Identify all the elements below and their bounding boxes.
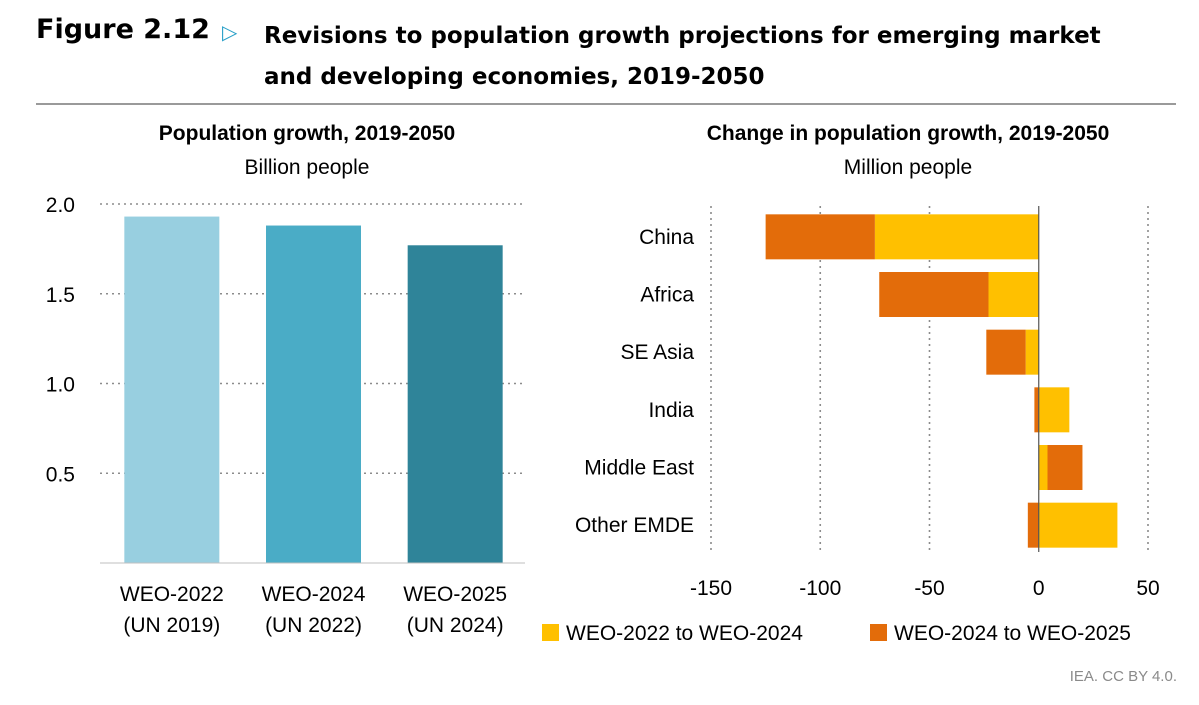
category-label: Middle East xyxy=(584,457,694,480)
bar-segment xyxy=(765,214,875,260)
bar xyxy=(407,245,503,563)
category-label: Africa xyxy=(640,284,694,307)
legend-swatch xyxy=(870,624,887,641)
x-tick-label: WEO-2024 xyxy=(262,583,366,606)
x-tick-label: WEO-2025 xyxy=(403,583,507,606)
figure-label: Figure 2.12 xyxy=(36,14,210,45)
bar-segment xyxy=(1025,329,1039,375)
category-label: SE Asia xyxy=(620,341,694,364)
left-chart-subtitle: Billion people xyxy=(245,156,370,179)
bar-segment xyxy=(1038,502,1118,548)
population-change-chart: Change in population growth, 2019-2050 Mi… xyxy=(542,122,1160,645)
x-tick-sublabel: (UN 2019) xyxy=(123,614,220,637)
y-tick-label: 1.5 xyxy=(46,284,75,307)
figure-title: Revisions to population growth projectio… xyxy=(264,23,1101,90)
y-tick-label: 2.0 xyxy=(46,194,75,217)
x-tick-label: WEO-2022 xyxy=(120,583,224,606)
bar-segment xyxy=(1038,387,1070,433)
category-label: Other EMDE xyxy=(575,514,694,537)
bar-segment xyxy=(988,272,1039,317)
triangle-right-icon: ▷ xyxy=(222,20,238,44)
bar-segment xyxy=(1047,445,1083,490)
population-growth-chart: Population growth, 2019-2050 Billion peop… xyxy=(46,122,525,637)
right-chart-subtitle: Million people xyxy=(844,156,972,179)
x-tick-label: -150 xyxy=(690,577,732,600)
category-label: China xyxy=(639,226,694,249)
legend-swatch xyxy=(542,624,559,641)
x-tick-label: 50 xyxy=(1136,577,1159,600)
header-divider xyxy=(36,103,1176,105)
x-tick-label: -50 xyxy=(914,577,944,600)
x-tick-sublabel: (UN 2022) xyxy=(265,614,362,637)
legend-label: WEO-2024 to WEO-2025 xyxy=(894,622,1131,645)
credit-text: IEA. CC BY 4.0. xyxy=(1069,668,1177,685)
x-tick-label: 0 xyxy=(1033,577,1045,600)
x-tick-label: -100 xyxy=(799,577,841,600)
figure-header: Figure 2.12 ▷ Revisions to population gr… xyxy=(36,6,1176,98)
right-chart-title: Change in population growth, 2019-2050 xyxy=(707,122,1110,145)
bar-segment xyxy=(1038,445,1048,490)
bar-segment xyxy=(986,329,1026,375)
x-tick-sublabel: (UN 2024) xyxy=(407,614,504,637)
bar-segment xyxy=(874,214,1039,260)
bar xyxy=(124,216,220,563)
bar-segment xyxy=(879,272,989,317)
bar xyxy=(266,225,361,563)
legend-label: WEO-2022 to WEO-2024 xyxy=(566,622,803,645)
bar-segment xyxy=(1027,502,1039,548)
category-label: India xyxy=(648,399,694,422)
left-chart-title: Population growth, 2019-2050 xyxy=(159,122,455,145)
y-tick-label: 1.0 xyxy=(46,374,75,397)
bar-segment xyxy=(1034,387,1039,433)
y-tick-label: 0.5 xyxy=(46,463,75,486)
